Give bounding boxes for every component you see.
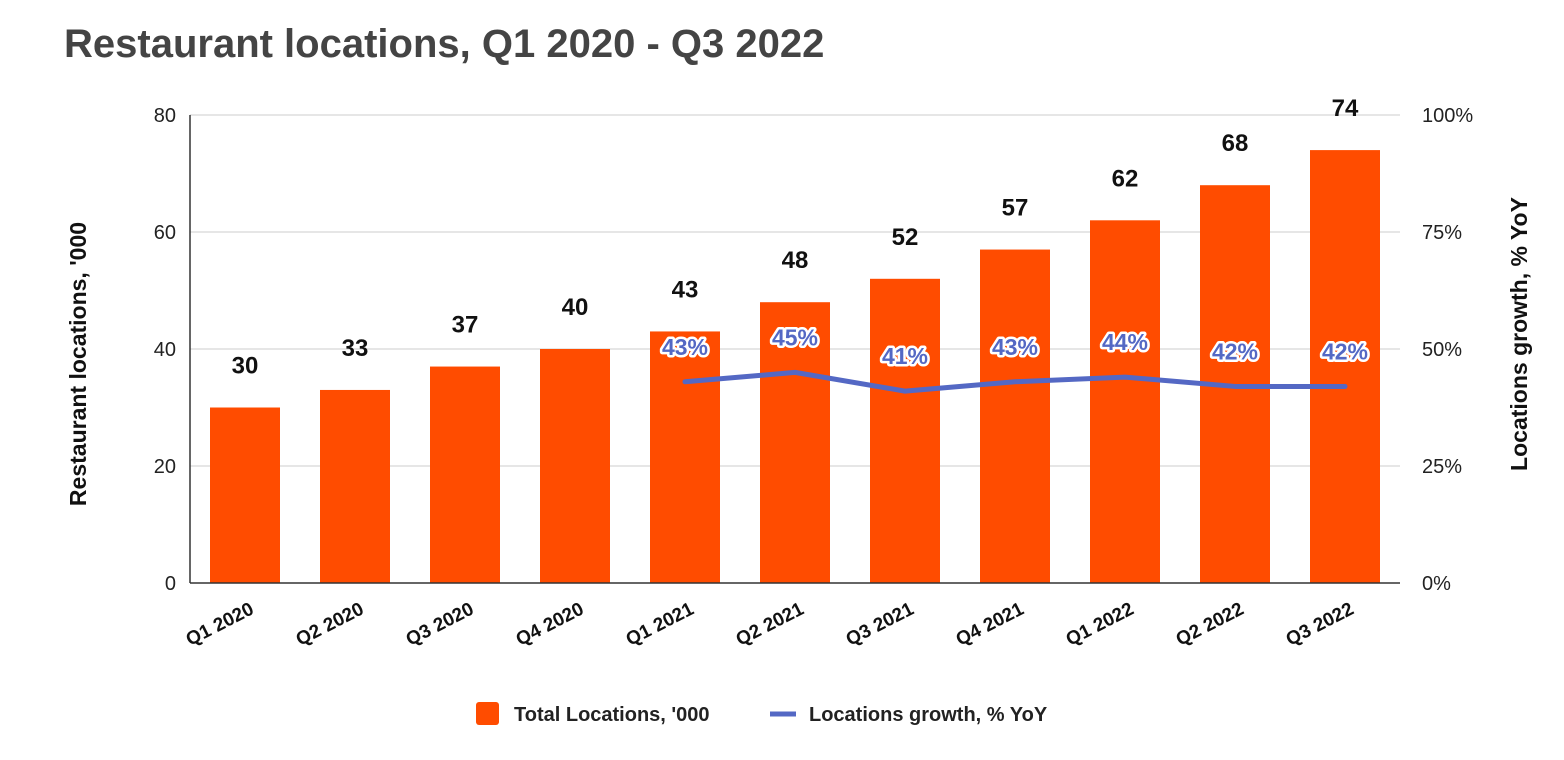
y-tick-label: 0 [165, 573, 176, 595]
y-tick-label: 60 [154, 222, 176, 244]
bar-value-label: 52 [892, 224, 919, 251]
line-value-label: 44% [1102, 329, 1148, 355]
bar [210, 407, 280, 583]
bar [430, 366, 500, 583]
line-data-labels: 43% 45% 41% 43% 44% 42% 42% [659, 322, 1370, 372]
y2-tick-label: 0% [1422, 573, 1451, 595]
bar [760, 302, 830, 583]
x-tick-label: Q3 2021 [843, 599, 918, 651]
line-value-label: 43% [992, 334, 1038, 360]
y-tick-label: 20 [154, 456, 176, 478]
y2-tick-label: 75% [1422, 222, 1462, 244]
bar-value-label: 74 [1332, 95, 1359, 122]
x-tick-label: Q3 2020 [403, 599, 477, 651]
legend: Total Locations, '000 Locations growth, %… [476, 702, 1048, 726]
x-tick-label: Q2 2020 [293, 599, 367, 651]
growth-line-path [682, 369, 1348, 394]
x-tick-label: Q3 2022 [1283, 599, 1357, 651]
line-value-label: 41% [882, 343, 928, 369]
bar-value-label: 57 [1002, 195, 1029, 222]
bar-value-label: 68 [1222, 130, 1249, 157]
x-tick-label: Q1 2020 [183, 599, 257, 651]
bar [540, 349, 610, 583]
bar [650, 331, 720, 583]
bar-value-label: 33 [342, 335, 369, 362]
bar-value-label: 37 [452, 312, 479, 339]
line-value-label: 42% [1212, 338, 1258, 364]
legend-swatch-bar [476, 702, 499, 725]
x-tick-label: Q4 2021 [953, 599, 1028, 651]
bar [1310, 150, 1380, 583]
bar-value-label: 62 [1112, 165, 1139, 192]
y2-tick-label: 25% [1422, 456, 1462, 478]
bars [210, 150, 1380, 584]
y2-tick-label: 100% [1422, 105, 1473, 127]
x-tick-label: Q4 2020 [513, 599, 587, 651]
line-value-label: 43% [662, 334, 708, 360]
y-tick-label: 80 [154, 105, 176, 127]
bar-data-labels: 30 33 37 40 43 48 52 57 62 68 74 [232, 95, 1359, 379]
x-tick-label: Q2 2022 [1173, 599, 1247, 651]
bar-value-label: 48 [782, 247, 809, 274]
bar-value-label: 43 [672, 276, 699, 303]
y-axis-title: Restaurant locations, '000 [65, 222, 91, 506]
y2-tick-label: 50% [1422, 339, 1462, 361]
bar [980, 249, 1050, 584]
y-tick-label: 40 [154, 339, 176, 361]
chart-title: Restaurant locations, Q1 2020 - Q3 2022 [64, 22, 825, 66]
x-tick-label: Q1 2021 [623, 599, 698, 651]
bar [320, 389, 390, 583]
bar [1090, 220, 1160, 584]
growth-line [682, 369, 1348, 394]
bar-value-label: 30 [232, 353, 259, 380]
bar-value-label: 40 [562, 294, 589, 321]
y2-axis-title: Locations growth, % YoY [1506, 197, 1532, 471]
line-value-label: 45% [772, 324, 818, 350]
line-value-label: 42% [1322, 338, 1368, 364]
x-tick-label: Q2 2021 [733, 599, 808, 651]
bar [870, 278, 940, 583]
x-tick-label: Q1 2022 [1063, 599, 1137, 651]
legend-label: Locations growth, % YoY [809, 704, 1048, 726]
legend-label: Total Locations, '000 [514, 704, 710, 726]
